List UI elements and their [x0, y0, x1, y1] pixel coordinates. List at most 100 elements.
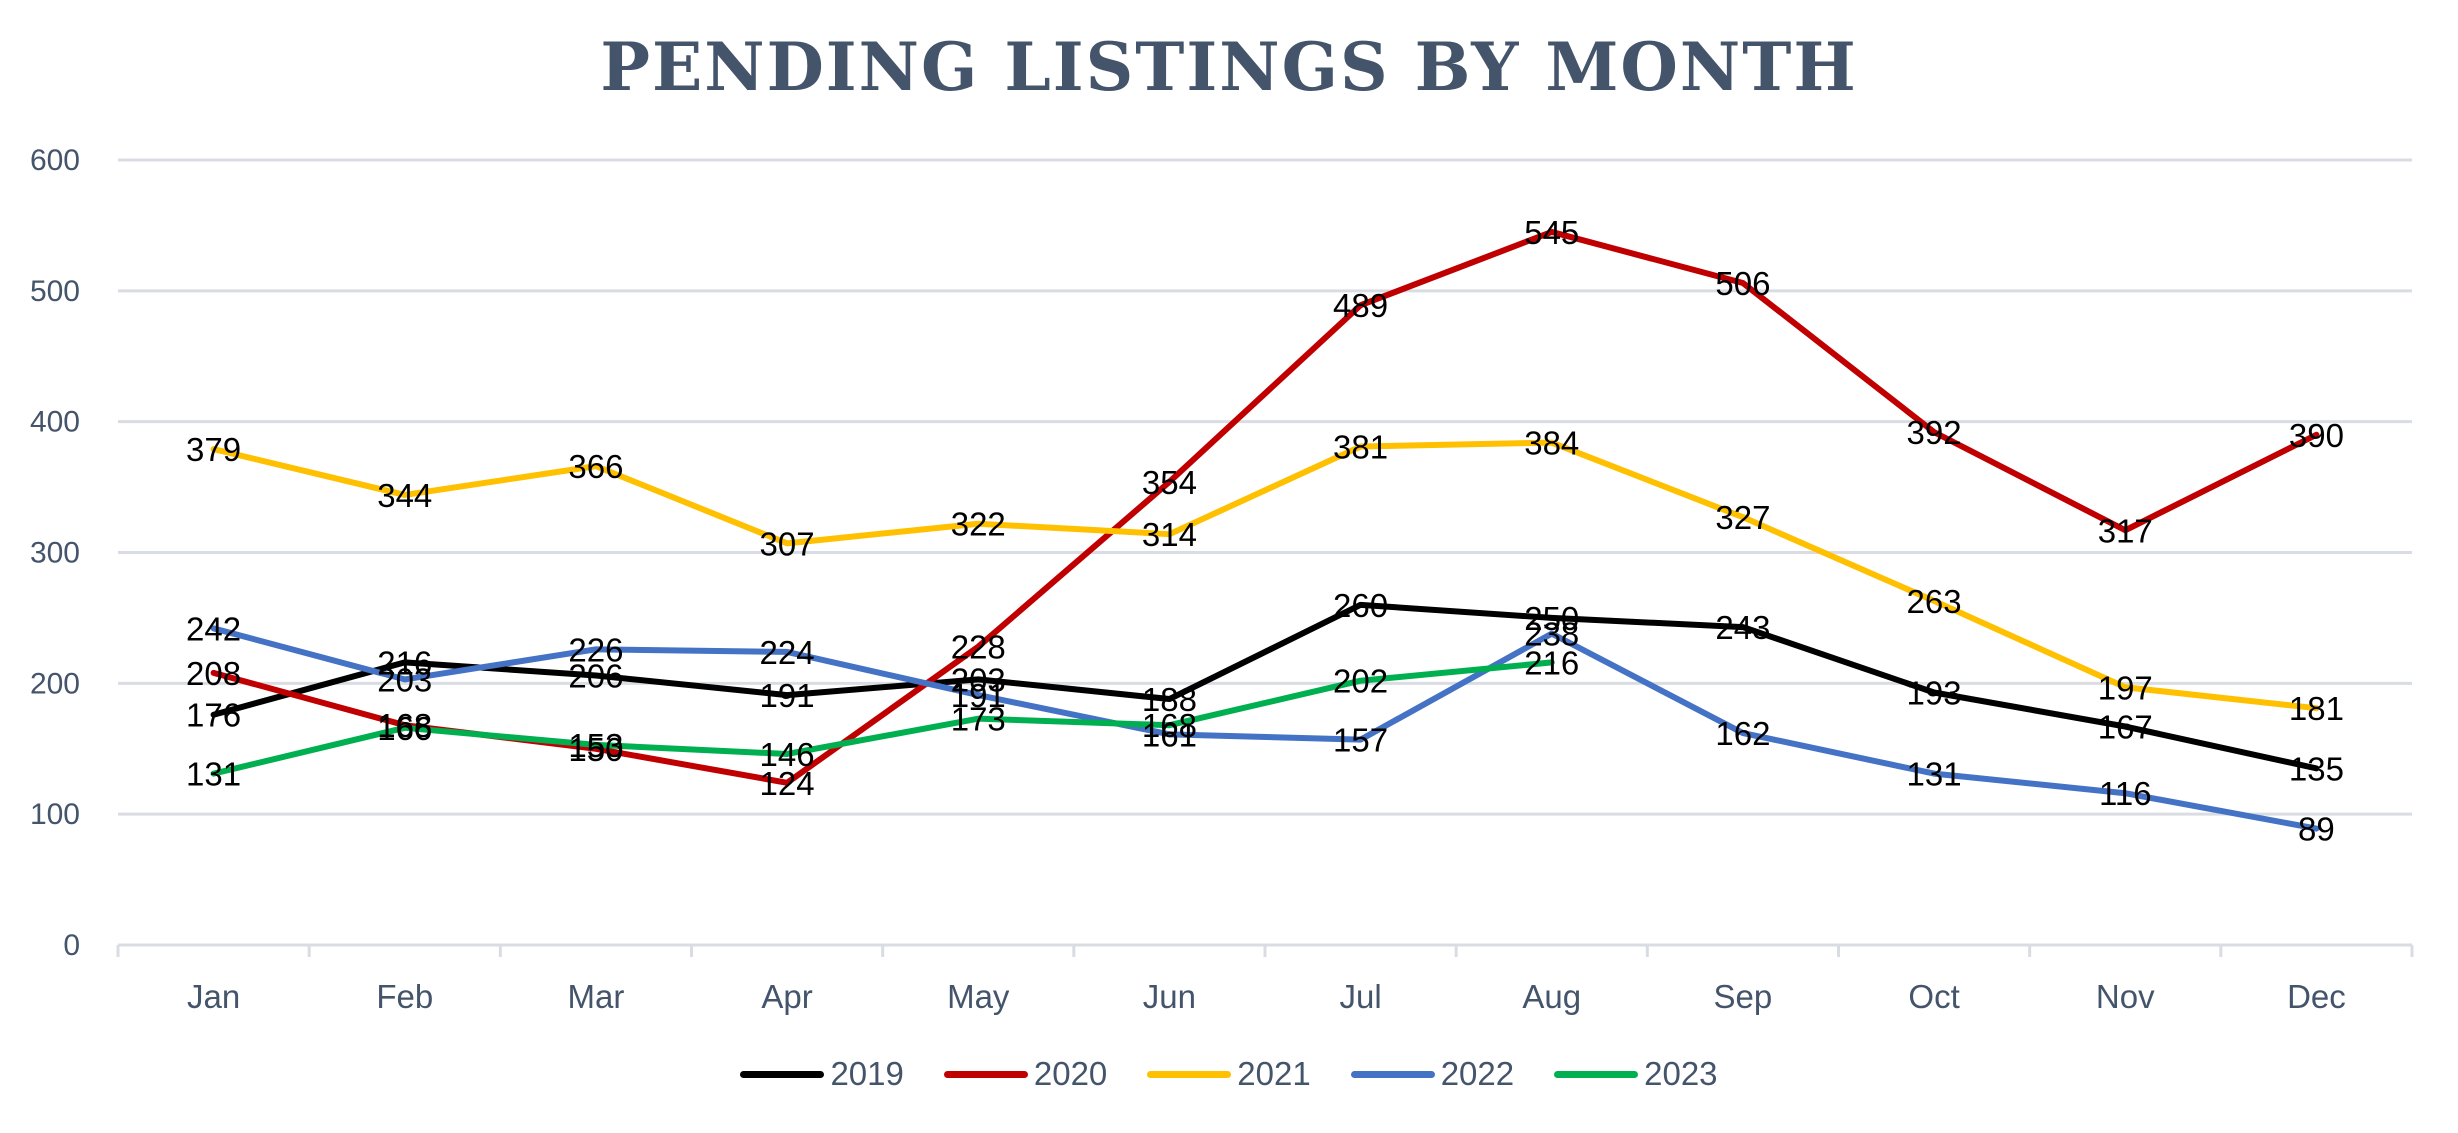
data-label-2022: 203 — [377, 661, 432, 698]
legend-label: 2022 — [1440, 1055, 1515, 1092]
legend-swatch — [1554, 1070, 1639, 1078]
data-label-2023: 146 — [760, 736, 815, 773]
data-label-2020: 545 — [1524, 214, 1579, 251]
legend-item-2022: 2022 — [1350, 1055, 1515, 1093]
x-tick-label: Dec — [2287, 978, 2346, 1015]
y-axis: 0 100 200 300 400 500 600 — [30, 144, 80, 962]
data-label-2020: 150 — [568, 731, 623, 768]
data-label-2022: 131 — [1907, 756, 1962, 793]
legend-label: 2021 — [1237, 1055, 1311, 1092]
data-label-2023: 166 — [377, 710, 432, 747]
data-label-2022: 161 — [1142, 716, 1197, 753]
data-label-2020: 506 — [1715, 265, 1770, 302]
data-label-2020: 392 — [1907, 414, 1962, 451]
y-tick-label: 200 — [30, 667, 80, 700]
data-label-2019: 250 — [1524, 600, 1579, 637]
data-label-2019: 188 — [1142, 681, 1197, 718]
data-label-2022: 224 — [760, 634, 815, 671]
data-label-2023: 168 — [1142, 707, 1197, 744]
data-label-2022: 226 — [568, 631, 623, 668]
data-label-2020: 168 — [377, 707, 432, 744]
data-label-2023: 202 — [1333, 663, 1388, 700]
data-label-2021: 366 — [568, 448, 623, 485]
data-label-2019: 167 — [2098, 709, 2153, 746]
series-line-2023 — [210, 659, 1555, 777]
data-label-2019: 260 — [1333, 587, 1388, 624]
data-label-2019: 203 — [951, 661, 1006, 698]
data-label-2019: 191 — [760, 677, 815, 714]
data-label-2021: 314 — [1142, 516, 1197, 553]
data-label-2021: 263 — [1907, 583, 1962, 620]
legend-swatch — [1147, 1070, 1232, 1078]
x-tick-label: Sep — [1714, 978, 1773, 1015]
x-tick-label: Feb — [376, 978, 433, 1015]
legend-swatch — [1350, 1070, 1435, 1078]
y-tick-label: 600 — [30, 144, 80, 177]
series-line-2019 — [210, 601, 2320, 772]
series-line-2022 — [210, 625, 2320, 832]
data-label-2022: 157 — [1333, 722, 1388, 759]
x-tick-label: Mar — [567, 978, 624, 1015]
legend-item-2020: 2020 — [943, 1055, 1108, 1093]
x-tick-label: Nov — [2096, 978, 2155, 1015]
legend-swatch — [740, 1070, 825, 1078]
x-axis: Jan Feb Mar Apr May Jun Jul Aug Sep Oct Nov Dec — [116, 943, 2414, 1015]
legend-swatch — [943, 1070, 1028, 1078]
data-label-2021: 384 — [1524, 425, 1579, 462]
data-label-2020: 208 — [186, 655, 241, 692]
legend-label: 2019 — [830, 1055, 904, 1092]
legend: 2019 2020 2021 2022 2023 — [0, 1055, 2458, 1093]
data-label-2021: 307 — [760, 525, 815, 562]
data-label-2020: 489 — [1333, 287, 1388, 324]
data-label-2022: 89 — [2298, 811, 2335, 848]
chart-title: Pending Listings by Month — [600, 28, 1858, 106]
data-label-2020: 317 — [2098, 512, 2153, 549]
y-tick-label: 500 — [30, 275, 80, 308]
y-tick-label: 400 — [30, 406, 80, 439]
x-tick-label: Aug — [1522, 978, 1581, 1015]
data-label-2021: 379 — [186, 431, 241, 468]
legend-item-2019: 2019 — [740, 1055, 904, 1093]
x-tick-label: Apr — [761, 978, 812, 1015]
data-label-2022: 116 — [2099, 775, 2152, 812]
gridlines — [118, 158, 2412, 816]
data-label-2019: 193 — [1907, 674, 1962, 711]
legend-label: 2023 — [1644, 1055, 1718, 1092]
x-tick-label: Jul — [1339, 978, 1381, 1015]
legend-item-2021: 2021 — [1147, 1055, 1311, 1093]
data-label-2021: 344 — [377, 477, 432, 514]
x-tick-label: Oct — [1908, 978, 1959, 1015]
data-label-2019: 243 — [1715, 609, 1770, 646]
y-tick-label: 300 — [30, 537, 80, 570]
data-label-2020: 124 — [760, 765, 815, 802]
data-label-2021: 197 — [2098, 669, 2153, 706]
data-label-2022: 162 — [1715, 715, 1770, 752]
y-tick-label: 0 — [63, 929, 80, 962]
data-label-2019: 135 — [2289, 750, 2344, 787]
series-line-2021 — [210, 439, 2320, 712]
x-tick-label: Jan — [187, 978, 240, 1015]
data-label-2021: 327 — [1715, 499, 1770, 536]
data-label-2022: 242 — [186, 610, 241, 647]
data-label-2023: 173 — [951, 701, 1006, 738]
legend-label: 2020 — [1033, 1055, 1108, 1092]
data-label-2020: 354 — [1142, 464, 1197, 501]
data-label-2021: 181 — [2289, 690, 2344, 727]
data-label-2019: 216 — [377, 644, 432, 681]
legend-item-2023: 2023 — [1554, 1055, 1718, 1093]
x-tick-label: Jun — [1143, 978, 1196, 1015]
data-label-2023: 216 — [1524, 644, 1579, 681]
data-label-2020: 390 — [2289, 417, 2344, 454]
x-tick-label: May — [947, 978, 1010, 1015]
data-label-2019: 176 — [186, 697, 241, 734]
data-label-2023: 131 — [186, 756, 241, 793]
data-label-2021: 381 — [1333, 429, 1388, 466]
data-label-2022: 191 — [951, 677, 1006, 714]
data-label-2020: 228 — [951, 629, 1006, 666]
data-label-2022: 238 — [1524, 616, 1579, 653]
series-lines — [210, 228, 2320, 832]
y-tick-label: 100 — [30, 798, 80, 831]
data-label-2023: 153 — [568, 727, 623, 764]
